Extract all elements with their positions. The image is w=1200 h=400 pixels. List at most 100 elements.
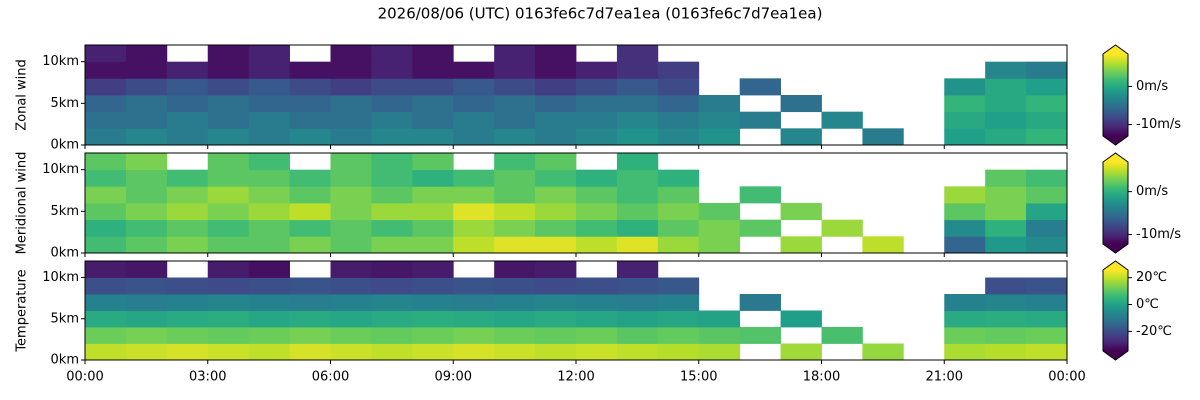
x-tick-label: 15:00 [680, 370, 717, 385]
heat-cell [616, 61, 659, 79]
heat-cell [330, 236, 372, 254]
heat-cell [739, 111, 781, 129]
heat-cell [371, 153, 413, 171]
heat-cell [125, 343, 168, 361]
heat-cell [1026, 236, 1068, 254]
heat-cell [576, 61, 618, 79]
heat-cell [494, 128, 536, 146]
y-tick-label: 10km [42, 270, 79, 285]
heat-cell [207, 277, 250, 295]
heat-cell [576, 78, 618, 96]
heat-cell [494, 236, 536, 254]
heat-cell [453, 186, 495, 204]
heat-cell [371, 310, 413, 328]
colorbar-extend-top [1103, 261, 1128, 270]
heat-cell [166, 186, 209, 204]
y-tick-label: 5km [51, 311, 79, 326]
heat-cell [371, 261, 413, 278]
heat-cell [85, 169, 127, 187]
heat-cell [412, 236, 454, 254]
heat-cell [330, 153, 372, 171]
y-tick-label: 10km [42, 54, 79, 69]
heat-cell [616, 95, 659, 113]
heat-cell [535, 111, 577, 129]
x-tick-label: 18:00 [803, 370, 840, 385]
heat-cell [412, 61, 454, 79]
heat-cell [985, 219, 1027, 237]
heat-cell [616, 277, 659, 295]
heat-cell [371, 169, 413, 187]
heat-cell [616, 219, 659, 237]
heat-cell [1026, 203, 1068, 221]
heat-cell [576, 111, 618, 129]
heat-cell [330, 310, 372, 328]
heat-cell [657, 219, 700, 237]
heat-cell [207, 78, 250, 96]
heat-cell [125, 203, 168, 221]
heat-cell [535, 153, 577, 171]
heat-cell [330, 186, 372, 204]
heat-cell [821, 111, 863, 129]
heat-cell [289, 61, 331, 79]
heat-cell [289, 219, 331, 237]
heat-cell [248, 261, 290, 278]
heat-cell [371, 277, 413, 295]
heat-cell [166, 294, 209, 311]
heat-cell [412, 219, 454, 237]
heat-cell [207, 128, 250, 146]
heat-cell [985, 343, 1027, 361]
heat-cell [330, 261, 372, 278]
heat-cell [289, 203, 331, 221]
figure-title: 2026/08/06 (UTC) 0163fe6c7d7ea1ea (0163f… [378, 5, 823, 23]
heat-cell [207, 327, 250, 344]
heat-cell [739, 327, 781, 344]
heat-cell [248, 310, 290, 328]
x-tick-label: 12:00 [557, 370, 594, 385]
x-tick-label: 00:00 [66, 370, 103, 385]
heat-cell [985, 203, 1027, 221]
y-tick-label: 5km [51, 96, 79, 111]
heat-cell [944, 327, 986, 344]
heat-cell [862, 128, 904, 146]
heat-cell [248, 61, 290, 79]
heat-cell [944, 310, 986, 328]
heat-cell [289, 327, 331, 344]
heat-cell [371, 111, 413, 129]
heat-cell [371, 236, 413, 254]
heat-cell [248, 45, 290, 63]
heat-cell [616, 294, 659, 311]
heat-cell [698, 327, 741, 344]
heat-cell [248, 95, 290, 113]
heat-cell [248, 294, 290, 311]
heat-cell [616, 327, 659, 344]
x-tick-label: 00:00 [1048, 370, 1085, 385]
heat-cell [85, 236, 127, 254]
heat-cell [125, 111, 168, 129]
heat-cell [453, 310, 495, 328]
heat-cell [412, 169, 454, 187]
heat-cell [453, 236, 495, 254]
colorbar-outline [1102, 260, 1129, 361]
heat-cell [535, 78, 577, 96]
heat-cell [1026, 327, 1068, 344]
colorbar-tick-label: -20℃ [1136, 324, 1172, 339]
heat-cell [166, 327, 209, 344]
heat-cell [248, 236, 290, 254]
colorbar-extend-bottom [1103, 244, 1128, 253]
heat-cell [698, 343, 741, 361]
heat-cell [125, 261, 168, 278]
heat-cell [616, 45, 659, 63]
heat-cell [616, 236, 659, 254]
heat-cell [739, 294, 781, 311]
heat-cell [412, 294, 454, 311]
heat-cell [1026, 186, 1068, 204]
heat-cell [371, 186, 413, 204]
heat-cell [535, 261, 577, 278]
heat-cell [166, 236, 209, 254]
heat-cell [1026, 78, 1068, 96]
heat-cell [494, 95, 536, 113]
heat-cell [535, 310, 577, 328]
heat-cell [330, 169, 372, 187]
heat-cell [85, 45, 127, 63]
heat-cell [494, 45, 536, 63]
